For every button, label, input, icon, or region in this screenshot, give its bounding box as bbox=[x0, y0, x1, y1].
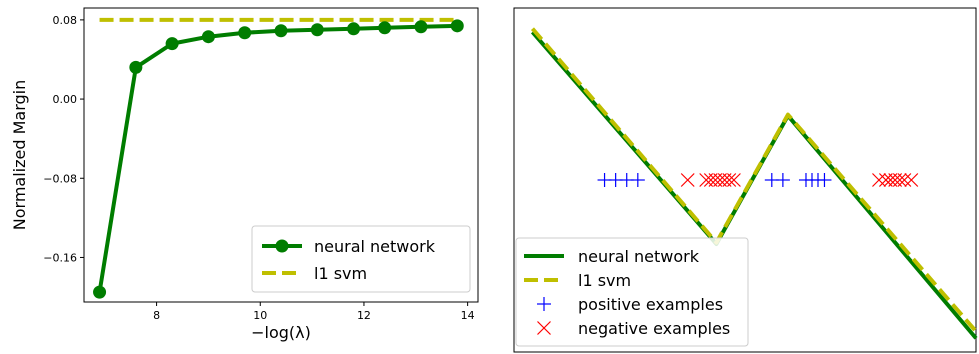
negative-example-0 bbox=[680, 173, 695, 187]
series-neural-network-point-7 bbox=[347, 22, 361, 36]
y-tick-label-1: −0.08 bbox=[43, 172, 77, 185]
x-tick-label-3: 14 bbox=[461, 309, 475, 322]
decision-boundary-chart-legend: neural network l1 svm positive examples … bbox=[515, 237, 749, 347]
legend-l1-svm-label: l1 svm bbox=[578, 271, 631, 290]
x-tick-label-0: 8 bbox=[153, 309, 160, 322]
series-l1-svm-line bbox=[530, 27, 978, 333]
legend-x-b bbox=[537, 321, 551, 335]
margin-chart-series bbox=[93, 17, 464, 299]
series-neural-network-point-3 bbox=[201, 30, 215, 44]
positive-example-3 bbox=[630, 173, 645, 187]
series-neural-network-point-1 bbox=[129, 60, 143, 74]
margin-chart-frame bbox=[83, 7, 479, 303]
legend-neural-network-marker bbox=[275, 239, 289, 253]
y-tick-label-3: 0.08 bbox=[53, 14, 78, 27]
series-neural-network-point-2 bbox=[165, 37, 179, 51]
margin-chart: 8 10 12 14 −0.16 −0.08 0.00 0.08 −log(λ) Norma… bbox=[10, 7, 479, 342]
series-neural-network-point-8 bbox=[378, 21, 392, 35]
decision-boundary-chart-frame bbox=[513, 7, 977, 353]
margin-chart-x-axis-label: −log(λ) bbox=[251, 323, 311, 342]
x-tick-label-1: 10 bbox=[253, 309, 267, 322]
series-neural-network-point-0 bbox=[93, 285, 107, 299]
series-neural-network-point-4 bbox=[238, 26, 252, 40]
margin-chart-y-axis-label: Normalized Margin bbox=[10, 80, 29, 230]
positive-example-5 bbox=[775, 173, 790, 187]
positive-example-9 bbox=[817, 173, 832, 187]
negative-example-8 bbox=[872, 173, 886, 187]
legend-positive-examples-label: positive examples bbox=[578, 295, 723, 314]
x-tick-label-2: 12 bbox=[357, 309, 371, 322]
margin-chart-legend-box bbox=[251, 225, 471, 293]
series-neural-network-point-5 bbox=[274, 24, 288, 38]
negative-example-7 bbox=[726, 173, 741, 187]
negative-example-12 bbox=[892, 173, 907, 187]
y-tick-label-2: 0.00 bbox=[53, 93, 78, 106]
y-tick-label-0: −0.16 bbox=[43, 251, 77, 264]
margin-chart-x-ticks: 8 10 12 14 bbox=[153, 302, 475, 322]
margin-chart-legend: neural network l1 svm bbox=[251, 225, 471, 293]
decision-boundary-chart: neural network l1 svm positive examples … bbox=[513, 7, 978, 353]
legend-l1-svm-label: l1 svm bbox=[314, 264, 367, 283]
legend-neural-network-label: neural network bbox=[578, 247, 700, 266]
legend-negative-examples-label: negative examples bbox=[578, 319, 730, 338]
series-neural-network-point-6 bbox=[310, 23, 324, 37]
margin-chart-y-ticks: −0.16 −0.08 0.00 0.08 bbox=[43, 14, 84, 264]
legend-neural-network-label: neural network bbox=[314, 237, 436, 256]
decision-boundary-chart-series bbox=[530, 27, 978, 340]
negative-example-14 bbox=[904, 173, 919, 187]
legend-positive-examples-marker bbox=[537, 297, 551, 311]
series-neural-network-point-10 bbox=[450, 19, 464, 33]
series-neural-network-point-9 bbox=[414, 20, 428, 34]
negative-example-13 bbox=[897, 173, 912, 187]
decision-boundary-chart-legend-box bbox=[515, 237, 749, 347]
negative-example-6 bbox=[722, 173, 737, 187]
legend-negative-examples-marker bbox=[537, 321, 551, 335]
